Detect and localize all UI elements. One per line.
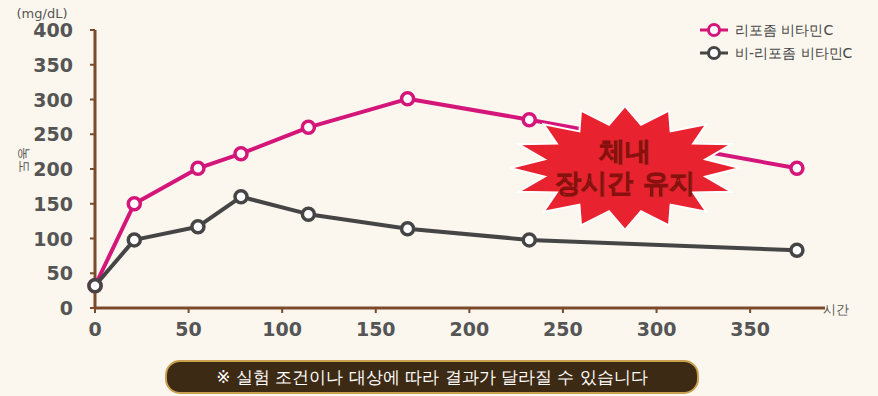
y-tick-label: 400 <box>33 19 73 41</box>
y-tick-label: 350 <box>33 54 73 76</box>
point <box>192 221 204 233</box>
x-axis <box>95 307 825 310</box>
x-tick-label: 100 <box>262 318 302 340</box>
point <box>192 162 204 174</box>
chart: 0 50 100 150 200 250 300 350 400 0 50 100 150 200 250 3… <box>0 0 878 396</box>
point <box>302 208 314 220</box>
x-tick-label: 50 <box>175 318 201 340</box>
series-line <box>95 99 797 286</box>
note: ※ 실험 조건이나 대상에 따라 결과가 달라질 수 있습니다 <box>216 367 647 387</box>
y-tick <box>90 99 95 101</box>
y-tick-label: 300 <box>33 89 73 111</box>
y-tick <box>90 29 95 31</box>
background <box>0 0 878 396</box>
point <box>89 280 101 292</box>
starburst <box>510 106 740 230</box>
x-tick <box>281 308 283 313</box>
point <box>128 234 140 246</box>
x-tick <box>468 308 470 313</box>
y-tick-label: 100 <box>33 228 73 250</box>
x-tick <box>749 308 751 313</box>
note-box <box>166 361 698 393</box>
legend-label: 비-리포좀 비타민C <box>735 45 853 61</box>
point <box>128 198 140 210</box>
y-tick <box>90 133 95 135</box>
point <box>302 121 314 133</box>
x-tick <box>375 308 377 313</box>
x-tick-label: 350 <box>730 318 770 340</box>
annotation-line: 장시간 유지 <box>555 168 694 198</box>
y-tick-label: 200 <box>33 158 73 180</box>
y-tick-label: 50 <box>47 262 73 284</box>
x-tick-label: 150 <box>356 318 396 340</box>
y-tick <box>90 203 95 205</box>
point <box>791 244 803 256</box>
legend-label: 리포좀 비타민C <box>735 22 833 38</box>
point <box>235 148 247 160</box>
point <box>89 280 101 292</box>
y-tick <box>90 238 95 240</box>
y-tick-label: 150 <box>33 193 73 215</box>
x-tick <box>94 308 96 313</box>
x-tick <box>188 308 190 313</box>
point <box>523 234 535 246</box>
x-label: 시간 <box>823 302 849 317</box>
series-group <box>89 93 803 292</box>
legend-marker <box>709 48 720 59</box>
point <box>523 114 535 126</box>
y-tick <box>90 64 95 66</box>
series-line <box>95 197 797 286</box>
y-tick <box>90 272 95 274</box>
y-unit: (mg/dL) <box>17 6 68 21</box>
annotation-line: 체내 <box>599 136 651 166</box>
x-tick-label: 250 <box>543 318 583 340</box>
y-tick <box>90 168 95 170</box>
annotation: 체내장시간 유지 <box>555 136 694 198</box>
point <box>235 191 247 203</box>
point <box>791 162 803 174</box>
x-tick <box>656 308 658 313</box>
point <box>402 223 414 235</box>
y-tick-label: 0 <box>60 297 73 319</box>
legend-marker <box>709 25 720 36</box>
x-tick <box>562 308 564 313</box>
x-tick-label: 200 <box>450 318 490 340</box>
y-tick-label: 250 <box>33 123 73 145</box>
x-tick-label: 0 <box>88 318 101 340</box>
point <box>402 93 414 105</box>
x-tick-label: 300 <box>637 318 677 340</box>
y-label: 농도 <box>17 147 32 173</box>
